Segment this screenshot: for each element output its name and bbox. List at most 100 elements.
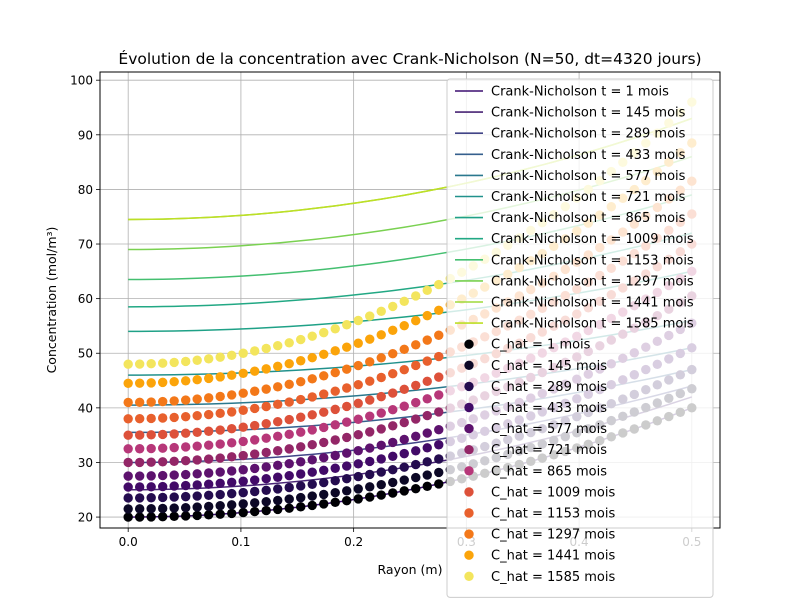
scatter-point — [261, 485, 271, 495]
scatter-point — [157, 377, 168, 388]
scatter-point — [353, 494, 363, 504]
scatter-point — [296, 492, 306, 503]
scatter-point — [227, 407, 237, 417]
scatter-point — [157, 492, 168, 503]
scatter-point — [192, 411, 202, 421]
scatter-point — [422, 457, 432, 467]
scatter-point — [134, 359, 145, 369]
scatter-point — [250, 386, 260, 396]
scatter-point — [169, 442, 179, 453]
scatter-point — [411, 360, 421, 371]
scatter-point — [261, 462, 271, 472]
legend-entry-label: Crank-Nicholson t = 865 mois — [491, 211, 686, 226]
scatter-point — [342, 342, 352, 352]
scatter-point — [353, 379, 363, 390]
scatter-point — [365, 492, 375, 502]
legend-marker-swatch — [464, 423, 474, 434]
scatter-point — [192, 374, 202, 385]
scatter-point — [422, 285, 432, 296]
scatter-point — [376, 424, 386, 434]
scatter-point — [376, 467, 386, 477]
scatter-point — [215, 372, 225, 382]
legend-entry-label: C_hat = 1297 mois — [491, 528, 615, 543]
scatter-point — [284, 414, 294, 425]
scatter-point — [422, 410, 432, 421]
scatter-point — [192, 491, 202, 501]
scatter-point — [284, 358, 294, 369]
scatter-point — [330, 450, 340, 461]
scatter-point — [330, 435, 340, 445]
scatter-point — [227, 500, 237, 510]
scatter-point — [123, 493, 133, 503]
scatter-point — [273, 399, 283, 410]
scatter-point — [146, 503, 156, 514]
legend: Crank-Nicholson t = 1 mois Crank-Nicholso… — [446, 78, 714, 598]
scatter-point — [157, 429, 168, 440]
scatter-point — [238, 405, 248, 415]
scatter-point — [319, 327, 329, 338]
scatter-point — [411, 431, 421, 442]
scatter-point — [192, 355, 202, 365]
scatter-point — [342, 486, 352, 496]
legend-entry-label: C_hat = 577 mois — [491, 422, 607, 437]
scatter-point — [411, 397, 421, 408]
scatter-point — [192, 394, 202, 404]
scatter-point — [238, 388, 248, 398]
scatter-point — [146, 397, 156, 407]
scatter-point — [434, 454, 444, 464]
scatter-point — [181, 511, 191, 521]
y-tick-label: 50 — [78, 347, 93, 361]
scatter-point — [330, 487, 340, 498]
scatter-point — [215, 439, 225, 449]
scatter-point — [319, 489, 329, 500]
x-tick-label: 0.1 — [231, 535, 250, 549]
scatter-point — [192, 502, 202, 512]
scatter-point — [399, 417, 409, 428]
scatter-point — [238, 499, 248, 509]
scatter-point — [399, 475, 409, 485]
scatter-point — [330, 404, 340, 415]
scatter-point — [376, 353, 386, 363]
scatter-point — [376, 440, 386, 450]
scatter-point — [307, 440, 317, 450]
scatter-point — [388, 405, 398, 415]
scatter-point — [181, 395, 191, 405]
scatter-point — [192, 469, 202, 479]
scatter-point — [134, 413, 145, 424]
scatter-point — [434, 479, 444, 489]
legend-marker-swatch — [464, 550, 474, 560]
scatter-point — [123, 504, 133, 514]
scatter-point — [330, 346, 340, 356]
scatter-point — [215, 391, 225, 402]
scatter-point — [284, 429, 294, 440]
scatter-point — [319, 499, 329, 509]
legend-entry-label: Crank-Nicholson t = 1 mois — [491, 85, 669, 100]
scatter-point — [134, 430, 145, 440]
scatter-point — [342, 417, 352, 427]
scatter-point — [261, 447, 271, 458]
scatter-point — [123, 359, 133, 369]
scatter-point — [411, 380, 421, 391]
scatter-point — [181, 442, 191, 452]
scatter-point — [123, 457, 133, 468]
scatter-point — [157, 413, 168, 423]
legend-entry-label: Crank-Nicholson t = 721 mois — [491, 190, 686, 205]
scatter-point — [134, 444, 145, 454]
scatter-point — [342, 461, 352, 471]
y-tick-label: 30 — [78, 456, 93, 470]
scatter-point — [388, 325, 398, 336]
scatter-point — [399, 384, 409, 395]
scatter-point — [250, 498, 260, 508]
scatter-point — [411, 472, 421, 483]
scatter-point — [330, 475, 340, 486]
scatter-point — [146, 359, 156, 369]
scatter-point — [296, 481, 306, 491]
scatter-point — [192, 455, 202, 465]
scatter-point — [273, 484, 283, 494]
scatter-point — [204, 454, 214, 464]
legend-marker-swatch — [464, 529, 474, 539]
scatter-point — [169, 492, 179, 502]
legend-entry-label: Crank-Nicholson t = 577 mois — [491, 169, 686, 184]
scatter-point — [192, 441, 202, 451]
scatter-point — [296, 356, 306, 366]
